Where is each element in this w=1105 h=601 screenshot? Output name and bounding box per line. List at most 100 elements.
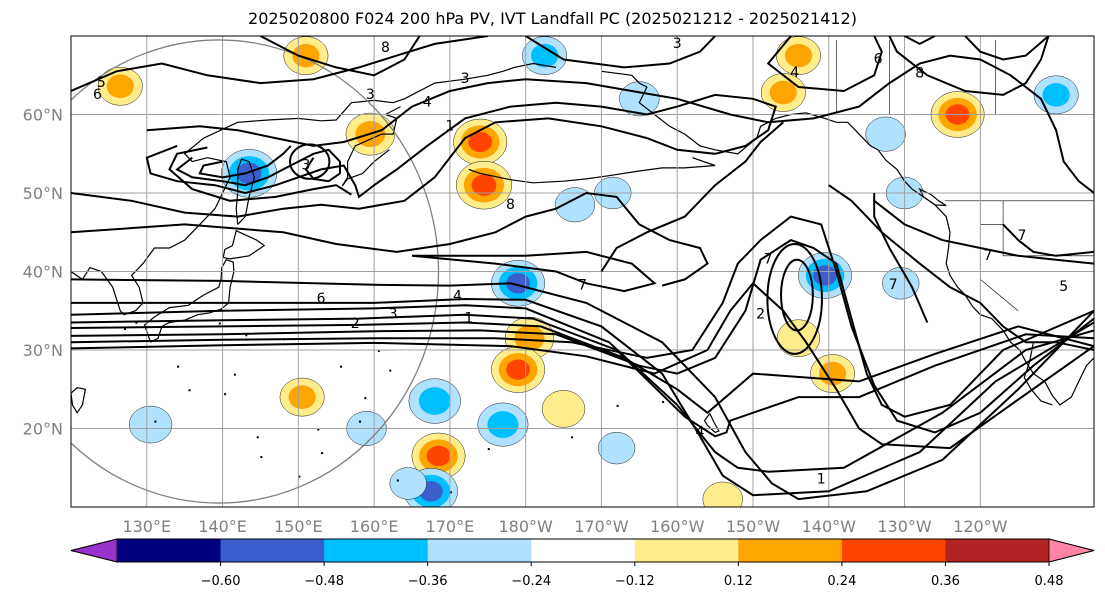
island [224,393,227,396]
pv-contour [71,191,709,287]
island [571,436,574,439]
island [256,436,259,439]
pv-contour [873,200,1094,265]
pc-anomaly-blob [411,432,466,480]
y-tick-label: 40°N [23,263,63,282]
pc-anomaly-level [531,43,559,68]
pc-anomaly-level [554,187,596,223]
pv-contour-label: 7 [889,277,898,293]
island [188,389,191,392]
coastline [703,413,720,434]
pc-anomaly-blob [522,36,568,75]
pv-contour-label: 8 [506,197,515,213]
pc-anomaly-blob [221,149,278,198]
pv-contour [288,143,331,180]
pc-anomaly-level [506,273,530,294]
pv-contour [71,215,1094,434]
colorbar-tick-label: 0.36 [931,574,960,589]
colorbar-tick-label: −0.24 [511,574,551,589]
pc-anomaly-blob [541,390,586,428]
pv-contour-label: 1 [445,118,454,134]
pv-contour-label: 4 [790,65,799,81]
x-tick-label: 130°E [122,517,171,536]
x-tick-label: 150°W [726,517,781,536]
pc-anomaly-level [418,387,451,415]
pc-anomaly-blob [97,66,143,106]
pc-anomaly-blob [283,36,329,75]
island [260,456,263,458]
x-tick-label: 150°E [274,517,323,536]
map-frame [70,35,1095,508]
pv-contour-label: 4 [695,424,704,440]
pc-anomaly-level [784,43,813,68]
pc-anomaly-blob [798,252,852,299]
y-tick-label: 20°N [23,420,63,439]
x-tick-label: 140°W [802,517,857,536]
island [662,401,665,403]
x-tick-label: 160°E [350,517,399,536]
x-tick-label: 130°W [877,517,932,536]
pv-contour [71,93,777,218]
pv-contour-label: 2 [351,316,360,332]
pc-anomaly-level [1042,83,1070,107]
island [487,448,490,451]
x-tick-label: 170°W [574,517,629,536]
colorbar-tick-label: 0.24 [827,574,856,589]
pv-contour-label: 1 [817,472,826,488]
island [154,420,157,423]
island [340,365,342,368]
pc-anomaly-level [865,116,906,152]
pv-contour-label: 4 [423,95,432,111]
x-tick-label: 170°E [426,517,475,536]
colorbar-segment [427,539,532,562]
pv-contour [146,54,1094,194]
coastline [1023,342,1053,406]
pv-contour-label: 4 [453,289,462,305]
colorbar-segment [324,539,429,562]
pc-anomaly-blob [408,378,461,424]
pc-anomaly-level [769,80,797,105]
pv-contour [71,36,488,92]
pc-anomaly-blob [453,118,508,166]
pc-anomaly-level [389,467,427,500]
pv-contour-label: 5 [97,75,106,91]
x-tick-label: 160°W [650,517,705,536]
pc-anomaly-blob [128,405,173,444]
pv-contour [175,148,341,187]
x-tick-label: 180°W [498,517,553,536]
pv-contour [71,304,1094,473]
pv-contour [780,258,814,332]
pv-contour-label: 6 [874,52,883,68]
pc-anomaly-blob [455,160,513,210]
pc-anomaly-level [471,174,497,196]
island [317,428,320,431]
pv-contour-label: 2 [756,307,765,323]
island [321,452,324,455]
pv-contour [828,184,1094,351]
radius-circle [71,39,440,504]
colorbar-segment [117,539,222,562]
pv-contour [766,243,823,355]
island [377,350,380,352]
colorbar-extend-high [1048,538,1095,563]
pv-contour-label: 5 [1059,279,1068,295]
colorbar-segment [531,539,636,562]
pc-anomaly-blob [477,402,529,447]
island [359,420,361,423]
pc-anomaly-level [106,74,134,99]
pv-contour [259,36,421,77]
pc-anomaly-blob [776,36,821,75]
x-tick-label: 120°W [953,517,1008,536]
colorbar-segment [220,539,325,562]
island [423,509,425,511]
pv-contour [71,297,1094,497]
island [389,369,392,372]
y-tick-label: 30°N [23,341,63,360]
pv-contour [766,36,883,93]
pv-contour-label: 6 [93,87,102,103]
pv-contour [168,146,352,202]
island [298,475,301,478]
pc-anomaly-level [426,445,451,467]
pv-contour-label: 3 [389,307,398,323]
